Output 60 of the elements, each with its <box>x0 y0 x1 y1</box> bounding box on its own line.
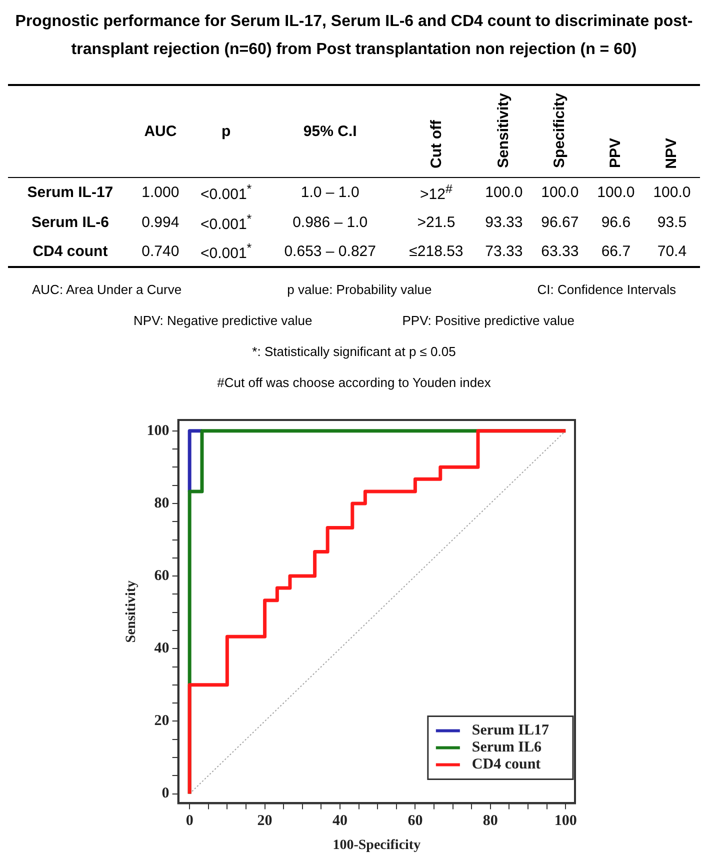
text: 70.4 <box>657 243 687 260</box>
category-label: PPV <box>607 138 624 168</box>
text: *: Statistically significant at p ≤ 0.05 <box>252 344 456 359</box>
text: 93.5 <box>657 214 687 230</box>
category-label: p <box>220 122 232 142</box>
y-tick-label: 80 <box>154 495 170 512</box>
text: 63.33 <box>541 243 579 260</box>
y-tick-label: 100 <box>146 422 170 439</box>
category-label: NPV <box>663 138 680 168</box>
category-label: Cut off <box>428 120 445 168</box>
legend-label: Serum IL6 <box>472 740 542 756</box>
x-tick-label: 20 <box>257 813 272 830</box>
legend-label: CD4 count <box>472 756 541 773</box>
text: 100.0 <box>597 184 635 201</box>
x-tick-label: 100 <box>554 813 577 830</box>
text: CI: Confidence Intervals <box>537 282 676 297</box>
y-tick-label: 0 <box>162 786 170 802</box>
text: 0.986 – 1.0 <box>292 214 368 230</box>
text: >12$^{#}$ <box>420 182 452 203</box>
category-label: AUC <box>143 122 178 142</box>
text: p value: Probability value <box>287 282 432 297</box>
category-label: Sensitivity <box>495 93 512 168</box>
category-label: Specificity <box>551 93 568 168</box>
text: 66.7 <box>601 243 631 260</box>
y-axis-title: Sensitivity <box>124 580 140 643</box>
category-label: CD4 count <box>32 243 108 260</box>
text: #Cut off was choose according to Youden index <box>217 375 491 390</box>
text: 73.33 <box>485 243 523 260</box>
text: 96.67 <box>541 214 579 230</box>
category-label: Serum IL-6 <box>31 214 109 230</box>
category-label: Serum IL-17 <box>27 184 114 201</box>
text: 0.994 <box>142 214 180 230</box>
legend-label: Serum IL17 <box>472 722 550 739</box>
text: 1.000 <box>142 184 180 201</box>
text: >21.5 <box>417 214 456 230</box>
text: Prognostic performance for Serum IL-17, Serum IL-6 and CD4 count to discriminate post-transplant rejection (n=60) from Post transplantation non rejection (n = 60) <box>14 12 694 60</box>
text: 96.6 <box>601 214 631 230</box>
text: NPV: Negative predictive value <box>134 313 312 328</box>
text: 0.653 – 0.827 <box>284 243 376 260</box>
text: 100.0 <box>485 184 523 201</box>
category-label: 95% C.I <box>302 122 358 142</box>
text: <0.001$^{*}$ <box>200 212 252 232</box>
x-tick-label: 40 <box>332 813 348 830</box>
text: 100.0 <box>653 184 691 201</box>
text: 1.0 – 1.0 <box>300 184 360 201</box>
text: <0.001$^{*}$ <box>200 182 252 203</box>
text: 93.33 <box>485 214 523 230</box>
text: <0.001$^{*}$ <box>200 241 252 262</box>
x-tick-label: 0 <box>186 813 194 830</box>
text: 100.0 <box>541 184 579 201</box>
text: ≤218.53 <box>409 243 464 260</box>
text: 0.740 <box>142 243 180 260</box>
x-tick-label: 60 <box>408 813 423 830</box>
text: PPV: Positive predictive value <box>402 313 574 328</box>
y-tick-label: 20 <box>154 713 170 730</box>
y-tick-label: 60 <box>154 568 170 584</box>
x-axis-title: 100-Specificity <box>332 838 421 854</box>
y-tick-label: 40 <box>154 640 170 656</box>
text: AUC: Area Under a Curve <box>32 282 182 297</box>
x-tick-label: 80 <box>482 813 498 830</box>
